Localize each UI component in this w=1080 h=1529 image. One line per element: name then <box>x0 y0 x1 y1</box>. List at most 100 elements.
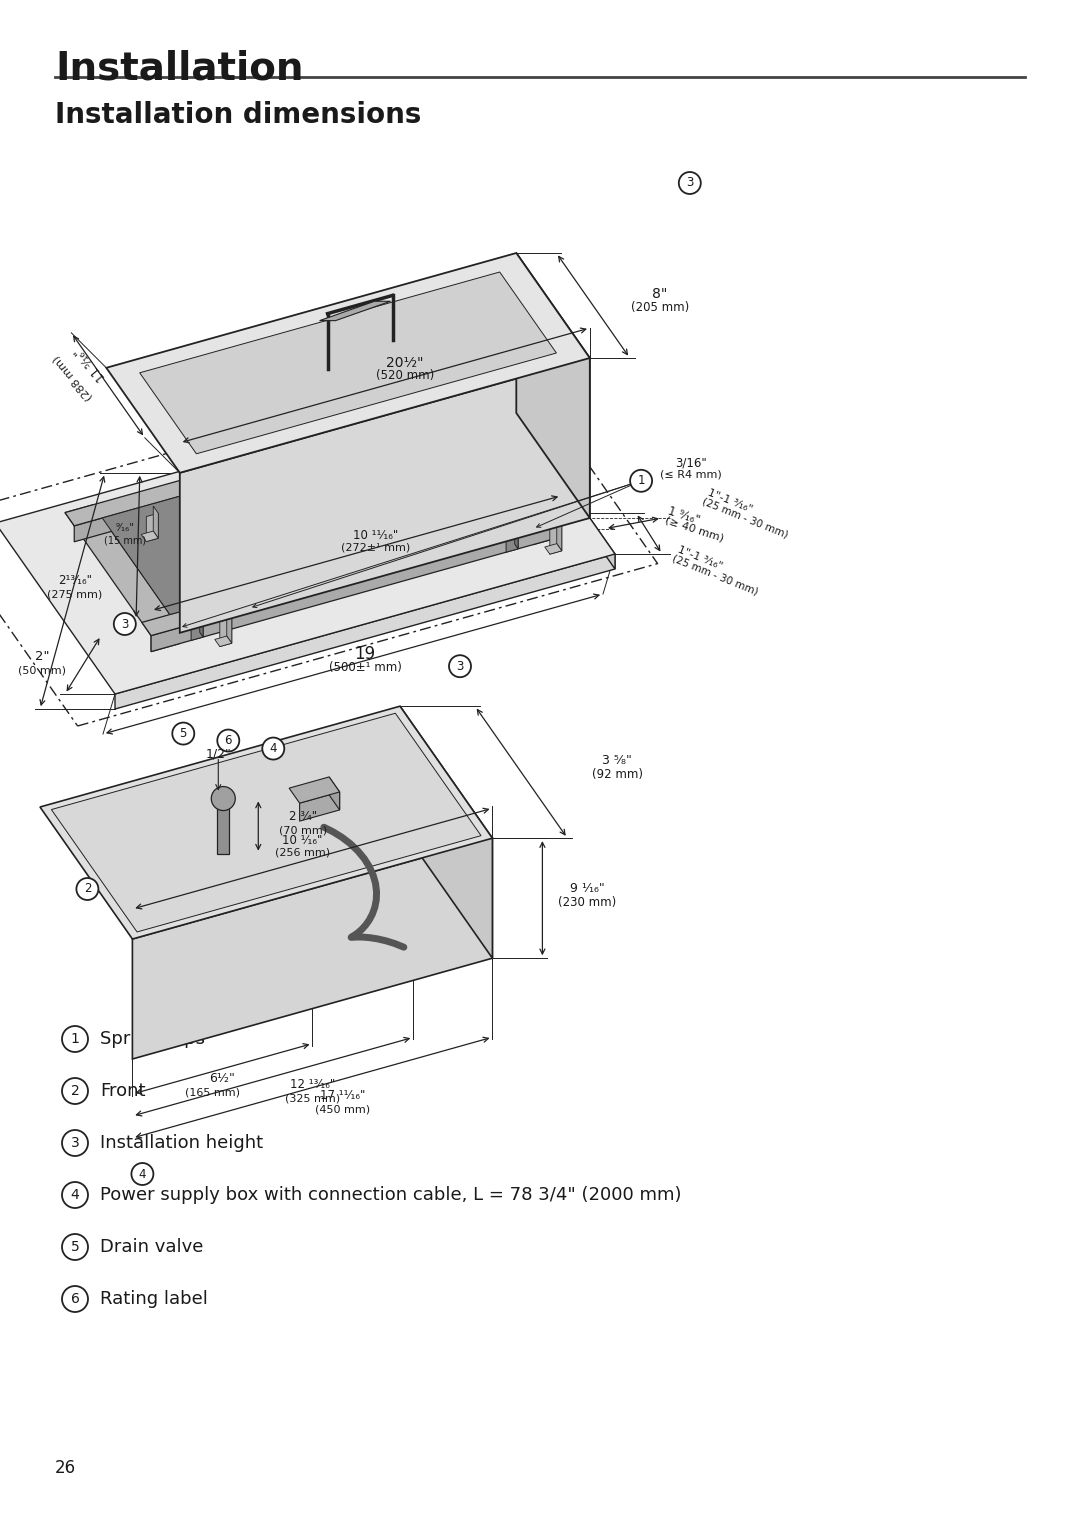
Text: (≤ R4 mm): (≤ R4 mm) <box>660 469 721 480</box>
Polygon shape <box>557 518 562 550</box>
Text: 5: 5 <box>70 1240 79 1254</box>
Polygon shape <box>75 411 484 541</box>
Text: 2 ³⁄₄": 2 ³⁄₄" <box>289 809 318 823</box>
Polygon shape <box>503 518 518 528</box>
Polygon shape <box>475 398 562 537</box>
Circle shape <box>113 613 136 635</box>
Text: 1: 1 <box>637 474 645 488</box>
Text: 2": 2" <box>35 650 50 664</box>
Polygon shape <box>329 777 339 810</box>
Text: 10 ¹⁄₁₆": 10 ¹⁄₁₆" <box>282 835 323 847</box>
Text: 2: 2 <box>70 1084 79 1098</box>
Polygon shape <box>217 798 229 853</box>
Polygon shape <box>133 838 492 1060</box>
Circle shape <box>449 656 471 677</box>
Circle shape <box>62 1182 87 1208</box>
Circle shape <box>217 729 240 752</box>
Polygon shape <box>40 706 492 939</box>
Text: ⁹⁄₁₆": ⁹⁄₁₆" <box>116 523 134 534</box>
Polygon shape <box>544 544 562 553</box>
Polygon shape <box>191 612 203 641</box>
Text: (≥ 40 mm): (≥ 40 mm) <box>663 515 725 544</box>
Polygon shape <box>141 531 159 541</box>
Text: 9 ¹⁄₁₆": 9 ¹⁄₁₆" <box>570 882 605 894</box>
Text: (50 mm): (50 mm) <box>18 665 66 676</box>
Text: (325 mm): (325 mm) <box>285 1093 340 1104</box>
Text: (520 mm): (520 mm) <box>376 368 434 382</box>
Polygon shape <box>507 524 518 552</box>
Polygon shape <box>476 420 488 450</box>
Text: 10 ¹¹⁄₁₆": 10 ¹¹⁄₁₆" <box>353 529 399 541</box>
Polygon shape <box>289 777 339 803</box>
Text: 11 ⁵⁄₁₆": 11 ⁵⁄₁₆" <box>72 344 108 382</box>
Text: (275 mm): (275 mm) <box>48 590 103 599</box>
Polygon shape <box>400 706 492 959</box>
Polygon shape <box>114 553 615 709</box>
Text: (450 mm): (450 mm) <box>315 1104 370 1115</box>
Text: 19: 19 <box>354 645 376 664</box>
Circle shape <box>62 1130 87 1156</box>
Text: Drain valve: Drain valve <box>100 1238 203 1255</box>
Text: 3/16": 3/16" <box>675 456 707 469</box>
Circle shape <box>62 1078 87 1104</box>
Text: 3 ⁵⁄₈": 3 ⁵⁄₈" <box>603 754 632 766</box>
Text: Rating label: Rating label <box>100 1290 207 1307</box>
Polygon shape <box>552 508 562 537</box>
Polygon shape <box>103 419 524 615</box>
Polygon shape <box>139 272 556 454</box>
Polygon shape <box>200 607 203 638</box>
Text: (92 mm): (92 mm) <box>592 768 643 781</box>
Text: Power supply box with connection cable, L = 78 3/4" (2000 mm): Power supply box with connection cable, … <box>100 1187 681 1203</box>
Text: 20¹⁄₂": 20¹⁄₂" <box>386 356 423 370</box>
Text: 17 ¹¹⁄₁₆": 17 ¹¹⁄₁₆" <box>320 1089 365 1102</box>
Circle shape <box>62 1286 87 1312</box>
Polygon shape <box>534 521 562 544</box>
Text: (272±¹ mm): (272±¹ mm) <box>341 543 410 552</box>
Circle shape <box>173 723 194 745</box>
Circle shape <box>212 786 235 810</box>
Text: (165 mm): (165 mm) <box>185 1087 240 1098</box>
Text: 4: 4 <box>270 742 278 755</box>
Polygon shape <box>227 612 232 644</box>
Polygon shape <box>65 505 179 636</box>
Polygon shape <box>496 382 615 569</box>
Text: 26: 26 <box>55 1459 76 1477</box>
Text: (70 mm): (70 mm) <box>280 826 327 835</box>
Polygon shape <box>483 414 488 446</box>
Text: 1: 1 <box>70 1032 80 1046</box>
Text: 1"-1 ³⁄₁₆": 1"-1 ³⁄₁₆" <box>706 488 754 515</box>
Polygon shape <box>471 439 488 450</box>
Circle shape <box>262 737 284 760</box>
Polygon shape <box>215 636 232 647</box>
Text: 2¹³⁄₁₆": 2¹³⁄₁₆" <box>58 575 92 587</box>
Polygon shape <box>141 508 562 636</box>
Circle shape <box>77 878 98 901</box>
Text: 4: 4 <box>138 1168 146 1180</box>
Circle shape <box>630 469 652 492</box>
Text: 6¹⁄₂": 6¹⁄₂" <box>210 1072 235 1086</box>
Text: Installation height: Installation height <box>100 1135 264 1151</box>
Text: (25 mm - 30 mm): (25 mm - 30 mm) <box>701 497 789 540</box>
Text: 3: 3 <box>457 659 463 673</box>
Text: 3: 3 <box>686 176 693 190</box>
Text: (230 mm): (230 mm) <box>558 896 617 908</box>
Text: 2: 2 <box>83 882 91 896</box>
Polygon shape <box>220 618 232 647</box>
Text: (205 mm): (205 mm) <box>631 301 689 313</box>
Polygon shape <box>179 358 590 633</box>
Text: (288 mm): (288 mm) <box>52 353 95 402</box>
Polygon shape <box>550 526 562 553</box>
Text: 1/2": 1/2" <box>205 748 231 760</box>
Text: 1"-1 ³⁄₁₆": 1"-1 ³⁄₁₆" <box>676 544 724 572</box>
Polygon shape <box>153 506 159 538</box>
Text: Installation: Installation <box>55 49 303 87</box>
Text: 6: 6 <box>70 1292 80 1306</box>
Circle shape <box>132 1164 153 1185</box>
Text: 8": 8" <box>652 286 667 301</box>
Text: 3: 3 <box>121 618 129 630</box>
Polygon shape <box>320 301 391 321</box>
Text: (256 mm): (256 mm) <box>274 847 330 858</box>
Circle shape <box>62 1026 87 1052</box>
Polygon shape <box>151 628 179 651</box>
Text: Installation dimensions: Installation dimensions <box>55 101 421 128</box>
